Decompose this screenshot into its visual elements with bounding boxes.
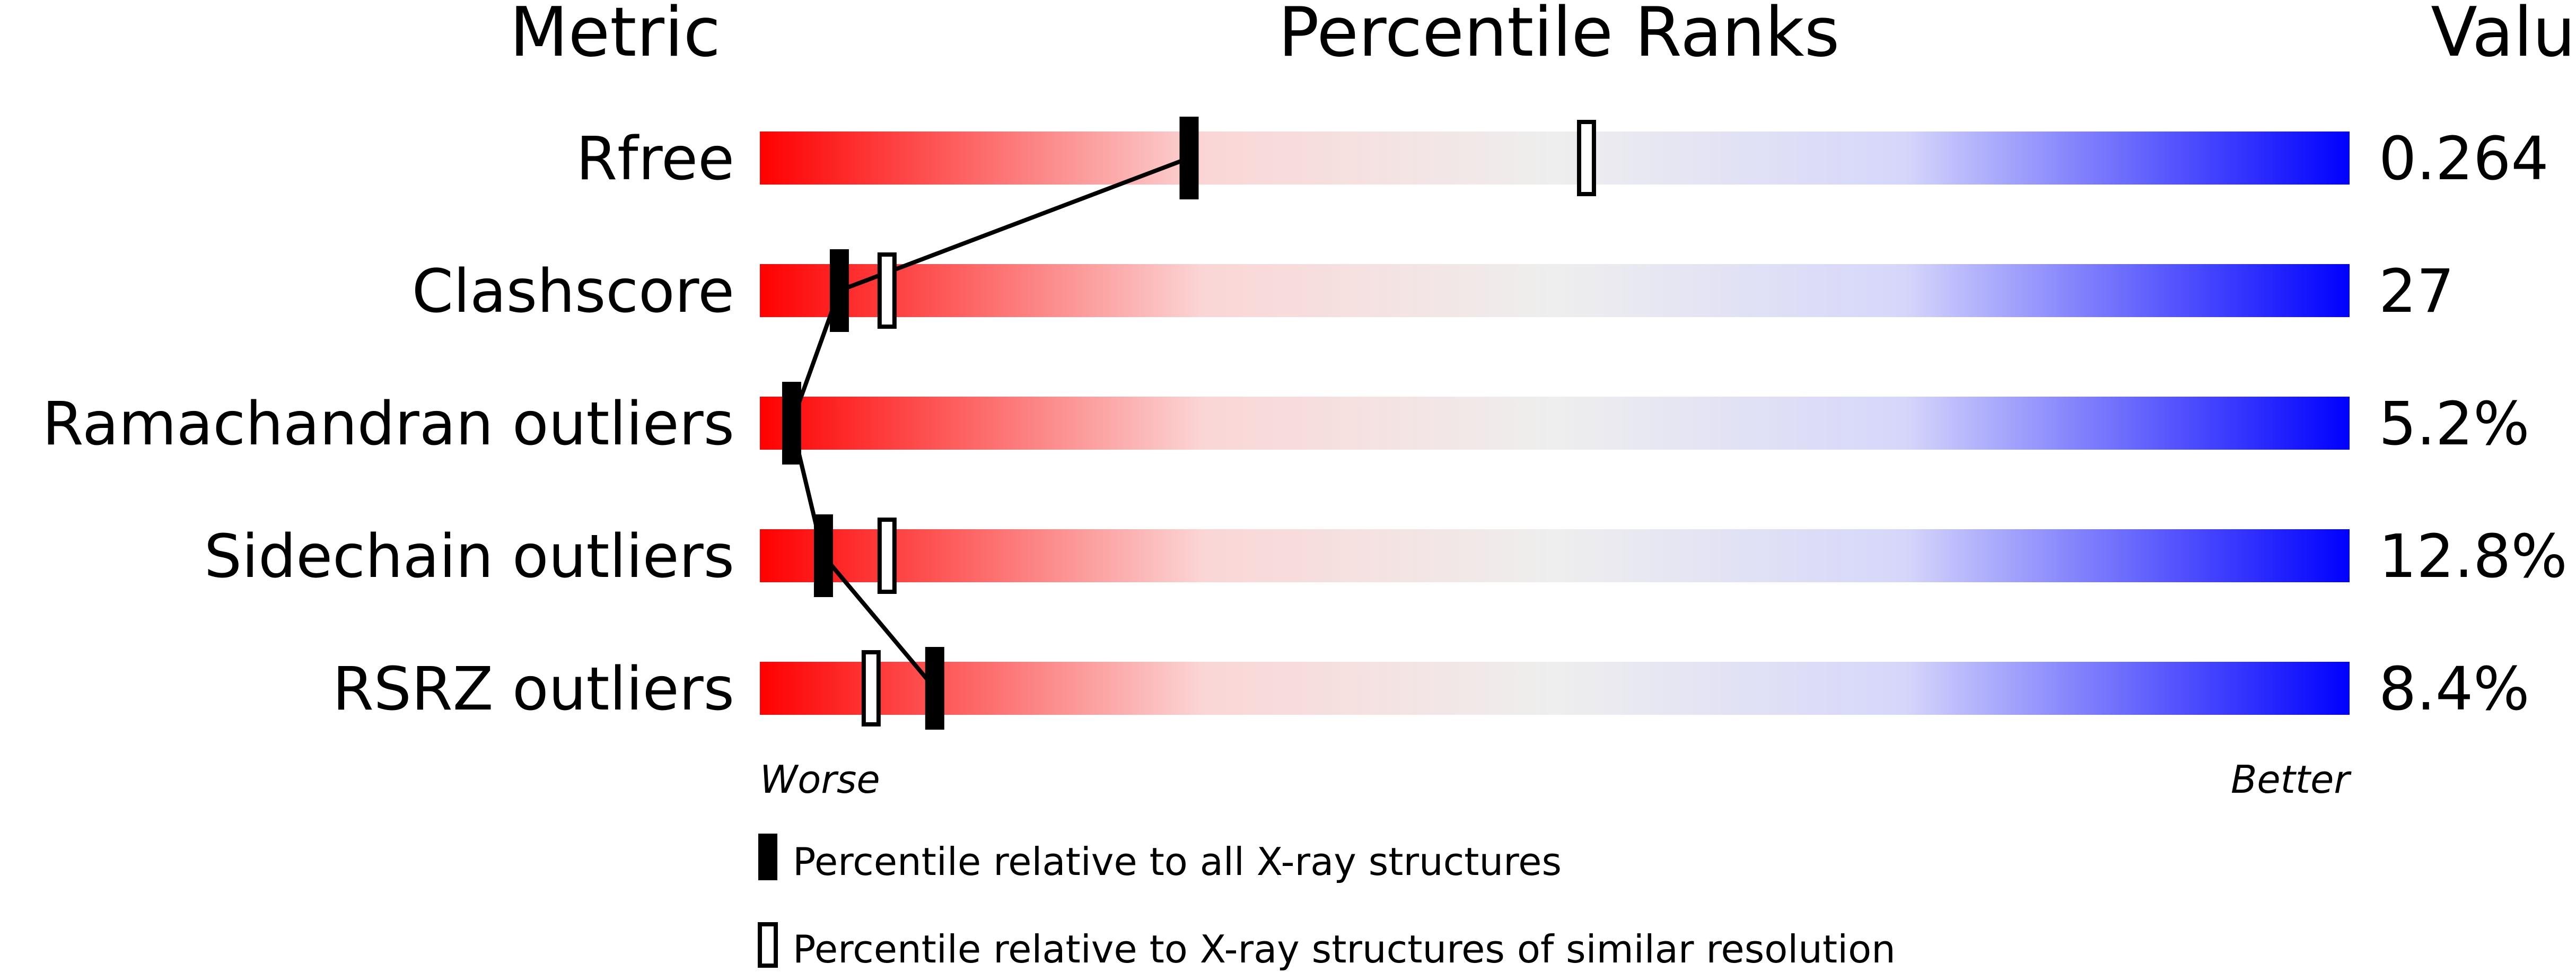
labels-group: Rfree 0.264 Clashscore 27 Ramachandran outli… [42,125,2568,724]
legend-all-label: Percentile relative to all X-ray structu… [793,839,1562,884]
similar-marker-sidechain-outliers [877,518,897,594]
bar-clashscore [760,264,2350,317]
all-marker-rsrz-outliers [925,647,944,730]
metric-label-sidechain-outliers: Sidechain outliers [204,522,734,591]
value-label-sidechain-outliers: 12.8% [2379,522,2568,591]
bar-sidechain-outliers [760,529,2350,582]
value-label-rfree: 0.264 [2379,125,2549,194]
similar-marker-rfree [1576,120,1596,196]
bar-rsrz-outliers [760,662,2350,715]
metric-label-clashscore: Clashscore [412,257,734,326]
metric-label-rsrz-outliers: RSRZ outliers [332,655,734,724]
all-marker-sidechain-outliers [813,514,833,597]
legend-similar-label: Percentile relative to X-ray structures … [793,927,1896,971]
metric-label-ramachandran-outliers: Ramachandran outliers [42,390,734,459]
all-marker-ramachandran-outliers [782,382,801,465]
bar-rfree [760,132,2350,185]
value-label-ramachandran-outliers: 5.2% [2379,390,2530,459]
similar-marker-rsrz-outliers [861,650,881,726]
legend-filled-marker-icon [758,834,777,880]
ranks-header: Percentile Ranks [1278,0,1840,72]
legend-outline-marker-icon [758,922,778,968]
all-marker-rfree [1179,117,1199,199]
metric-header: Metric [510,0,721,72]
value-header: Value [2431,0,2576,72]
similar-marker-clashscore [877,252,897,329]
better-label: Better [2231,757,2352,802]
all-marker-clashscore [829,249,849,332]
bars-group [760,132,2350,715]
worse-label: Worse [760,757,880,802]
bar-ramachandran-outliers [760,397,2350,450]
value-label-clashscore: 27 [2379,257,2455,326]
value-label-rsrz-outliers: 8.4% [2379,655,2530,724]
metric-label-rfree: Rfree [576,125,734,194]
markers-group [782,117,1596,730]
